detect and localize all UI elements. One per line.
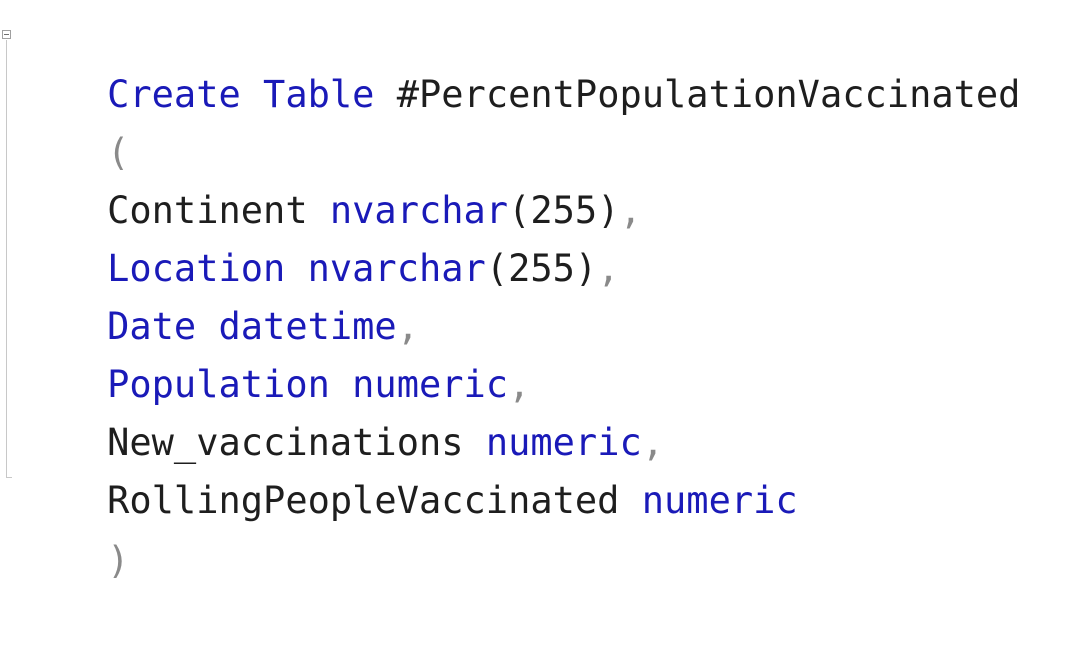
space	[374, 73, 396, 116]
collapse-icon[interactable]	[2, 30, 11, 39]
keyword-create: Create	[107, 73, 241, 116]
code-line-location[interactable]: Location nvarchar(255),	[18, 182, 619, 290]
column-name: Continent	[107, 189, 308, 232]
type-args: (255)	[508, 189, 620, 232]
sql-editor[interactable]: Create Table #PercentPopulationVaccinate…	[0, 0, 1085, 582]
column-type: nvarchar	[307, 247, 486, 290]
table-name: #PercentPopulationVaccinated	[396, 73, 1021, 116]
code-line-create-table[interactable]: Create Table #PercentPopulationVaccinate…	[18, 8, 1020, 116]
close-paren: )	[107, 539, 130, 582]
code-line-close-paren[interactable]: )	[18, 474, 129, 582]
space	[619, 479, 641, 522]
comma: ,	[396, 305, 419, 348]
fold-guide-end	[6, 477, 12, 478]
code-line-date[interactable]: Date datetime,	[18, 240, 419, 348]
column-type: nvarchar	[329, 189, 509, 232]
comma: ,	[508, 363, 531, 406]
column-name: New_vaccinations	[107, 421, 464, 464]
column-type: numeric	[352, 363, 509, 406]
column-name: Population	[107, 363, 330, 406]
keyword-table: Table	[263, 73, 375, 116]
comma: ,	[619, 189, 642, 232]
code-line-population[interactable]: Population numeric,	[18, 298, 530, 406]
column-name: Location	[107, 247, 286, 290]
column-type: datetime	[218, 305, 397, 348]
open-paren: (	[107, 131, 130, 174]
column-type: numeric	[485, 421, 642, 464]
comma: ,	[641, 421, 665, 464]
column-name: RollingPeopleVaccinated	[107, 479, 620, 522]
code-line-rolling-people-vaccinated[interactable]: RollingPeopleVaccinated numeric	[18, 414, 798, 522]
column-type: numeric	[641, 479, 798, 522]
space	[241, 73, 263, 116]
code-line-continent[interactable]: Continent nvarchar(255),	[18, 124, 642, 232]
comma: ,	[597, 247, 620, 290]
type-args: (255)	[485, 247, 598, 290]
code-line-open-paren[interactable]: (	[18, 66, 129, 174]
fold-guide	[6, 40, 7, 478]
column-name: Date	[107, 305, 197, 348]
code-line-new-vaccinations[interactable]: New_vaccinations numeric,	[18, 356, 664, 464]
